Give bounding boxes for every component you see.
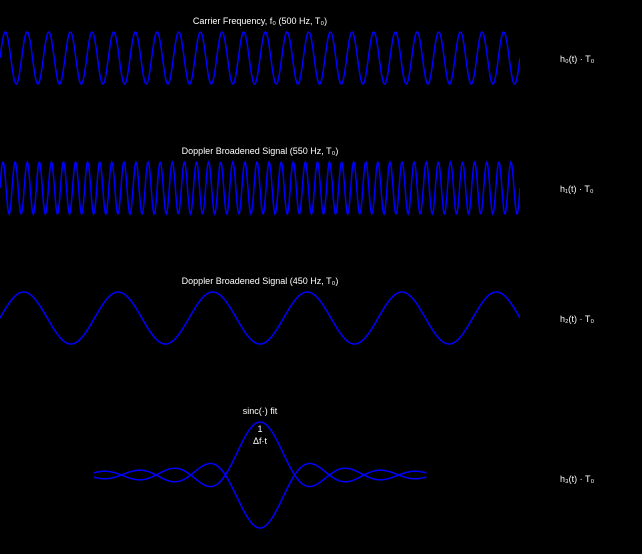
wave-sinc (0, 420, 520, 530)
right-label-upper: h₁(t) · T₀ (560, 184, 640, 194)
panel-title-lower: Doppler Broadened Signal (450 Hz, T₀) (0, 276, 520, 286)
wave-upper (0, 160, 520, 216)
right-label-carrier: h₀(t) · T₀ (560, 54, 640, 64)
wave-lower (0, 290, 520, 346)
figure-container: Carrier Frequency, f₀ (500 Hz, T₀) h₀(t)… (0, 0, 642, 554)
wave-carrier (0, 30, 520, 86)
panel-title-upper: Doppler Broadened Signal (550 Hz, T₀) (0, 146, 520, 156)
right-label-lower: h₂(t) · T₀ (560, 314, 640, 324)
panel-title-carrier: Carrier Frequency, f₀ (500 Hz, T₀) (0, 16, 520, 26)
panel-title-sinc: sinc(·) fit (0, 406, 520, 416)
right-label-sinc: h₃(t) · T₀ (560, 474, 640, 484)
